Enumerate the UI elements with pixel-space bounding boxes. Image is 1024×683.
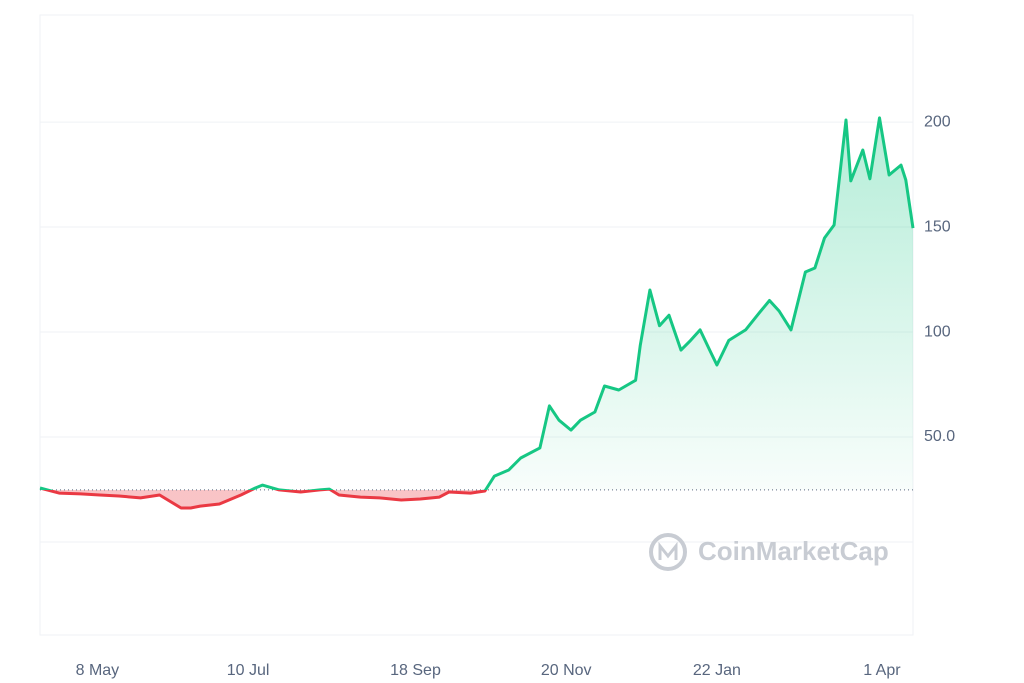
price-line <box>39 116 915 510</box>
y-tick-label: 150 <box>924 218 951 235</box>
y-tick-label: 200 <box>924 113 951 130</box>
watermark: CoinMarketCap <box>649 533 889 571</box>
watermark-logo-mark <box>658 541 678 560</box>
watermark-text: CoinMarketCap <box>698 536 889 566</box>
x-tick-label: 8 May <box>76 662 120 679</box>
x-tick-label: 1 Apr <box>863 662 901 679</box>
watermark-logo <box>649 533 687 571</box>
x-tick-label: 10 Jul <box>227 662 270 679</box>
x-tick-label: 18 Sep <box>390 662 441 679</box>
y-tick-label: 50.0 <box>924 428 955 445</box>
x-tick-label: 22 Jan <box>693 662 741 679</box>
y-tick-label: 100 <box>924 323 951 340</box>
price-area <box>40 117 913 509</box>
x-tick-label: 20 Nov <box>541 662 592 679</box>
